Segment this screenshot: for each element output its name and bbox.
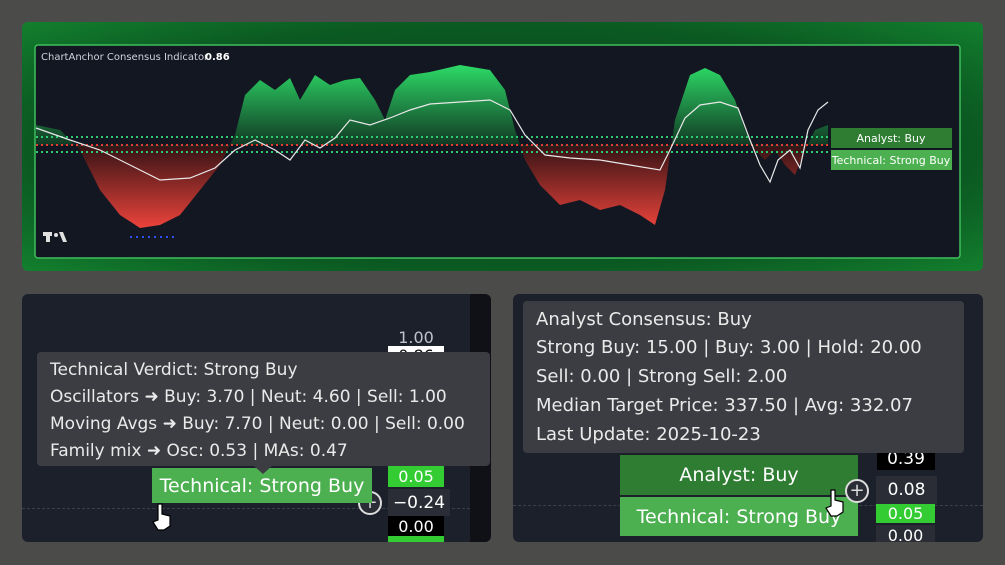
tooltip-line: Sell: 0.00 | Strong Sell: 2.00 (536, 366, 788, 387)
technical-tooltip: Technical Verdict: Strong Buy Oscillator… (37, 352, 490, 466)
signal-line (35, 99, 829, 184)
analyst-label: Analyst: Buy (856, 132, 926, 145)
scale-label: 0.00 (388, 516, 444, 536)
scale-label: 0.08 (876, 476, 937, 504)
label-box (831, 150, 952, 170)
cursor (152, 503, 171, 531)
scale-label: 0.00 (876, 525, 935, 542)
tooltip-line: Analyst Consensus: Buy (536, 309, 752, 330)
indicator-title: ChartAnchor Consensus Indicator (41, 52, 209, 63)
technical-label: Technical: Strong Buy (831, 154, 951, 167)
cursor (825, 489, 844, 517)
scale-label: 1.00 (398, 327, 434, 347)
analyst-tooltip: Analyst Consensus: Buy Strong Buy: 15.00… (523, 301, 964, 453)
grid-line (22, 508, 470, 509)
chart: ChartAnchor Consensus Indicator 0.86 Ana… (34, 44, 961, 259)
indicator-value: 0.86 (205, 52, 230, 63)
scale-label: 0.05 (388, 466, 444, 487)
tooltip-line: Median Target Price: 337.50 | Avg: 332.0… (536, 395, 913, 416)
tooltip-line: Moving Avgs ➜ Buy: 7.70 | Neut: 0.00 | S… (50, 414, 465, 434)
add-button[interactable]: + (845, 479, 869, 503)
tooltip-line: Family mix ➜ Osc: 0.53 | MAs: 0.47 (50, 441, 348, 461)
technical-button[interactable]: Technical: Strong Buy (620, 497, 858, 536)
label-box (831, 128, 952, 148)
scale-label: −0.24 (388, 489, 450, 516)
tooltip-caret (254, 466, 272, 474)
scale-bar (388, 536, 444, 542)
tooltip-line: Last Update: 2025-10-23 (536, 424, 761, 445)
analyst-button[interactable]: Analyst: Buy (620, 455, 858, 495)
tv-logo (43, 232, 67, 242)
tooltip-line: Strong Buy: 15.00 | Buy: 3.00 | Hold: 20… (536, 337, 922, 358)
tooltip-line: Oscillators ➜ Buy: 3.70 | Neut: 4.60 | S… (50, 387, 447, 407)
scale-label: 0.05 (876, 504, 935, 523)
oscillator-area (36, 65, 828, 228)
tooltip-line: Technical Verdict: Strong Buy (50, 360, 298, 380)
